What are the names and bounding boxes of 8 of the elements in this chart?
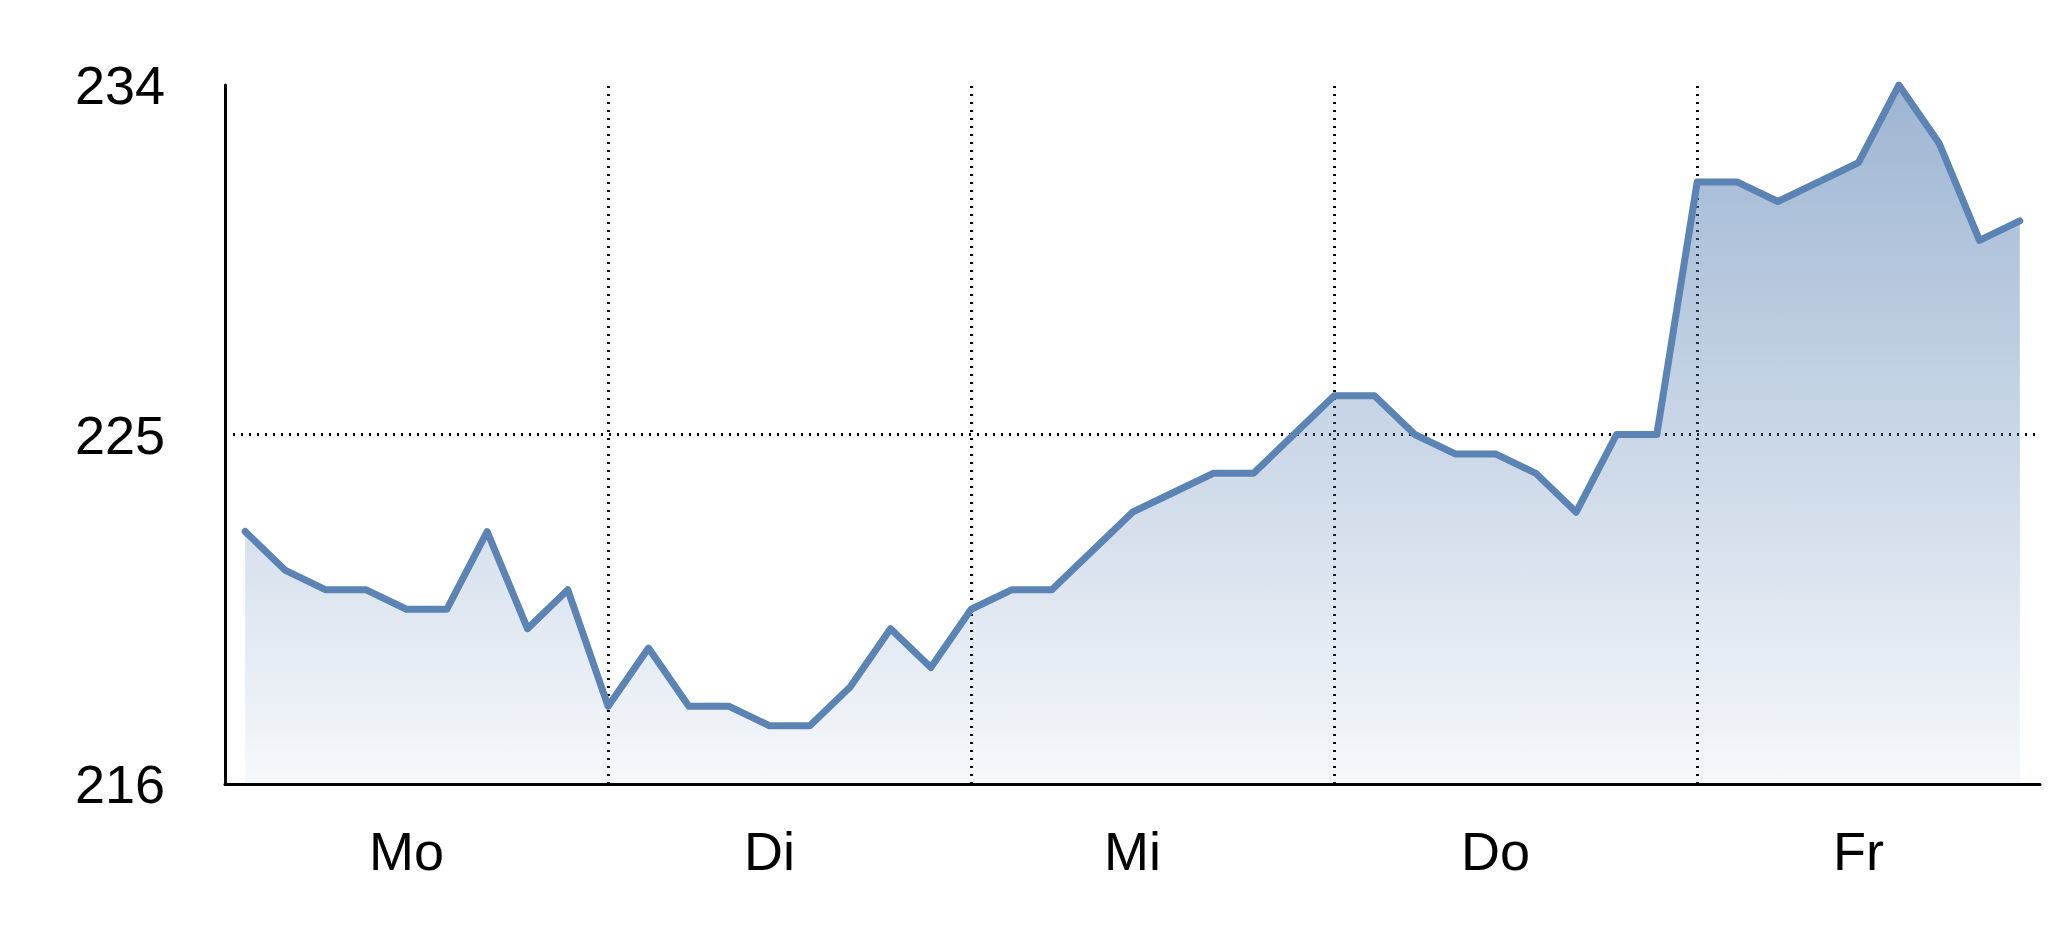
x-tick-label: Di [744, 821, 795, 881]
x-tick-label: Mo [368, 821, 445, 881]
y-tick-label: 234 [74, 55, 165, 115]
y-tick-label: 225 [74, 404, 165, 465]
x-tick-label: Fr [1833, 821, 1884, 881]
y-tick-label: 216 [74, 754, 165, 814]
x-tick-label: Mi [1104, 821, 1161, 881]
x-tick-label: Do [1460, 821, 1531, 881]
